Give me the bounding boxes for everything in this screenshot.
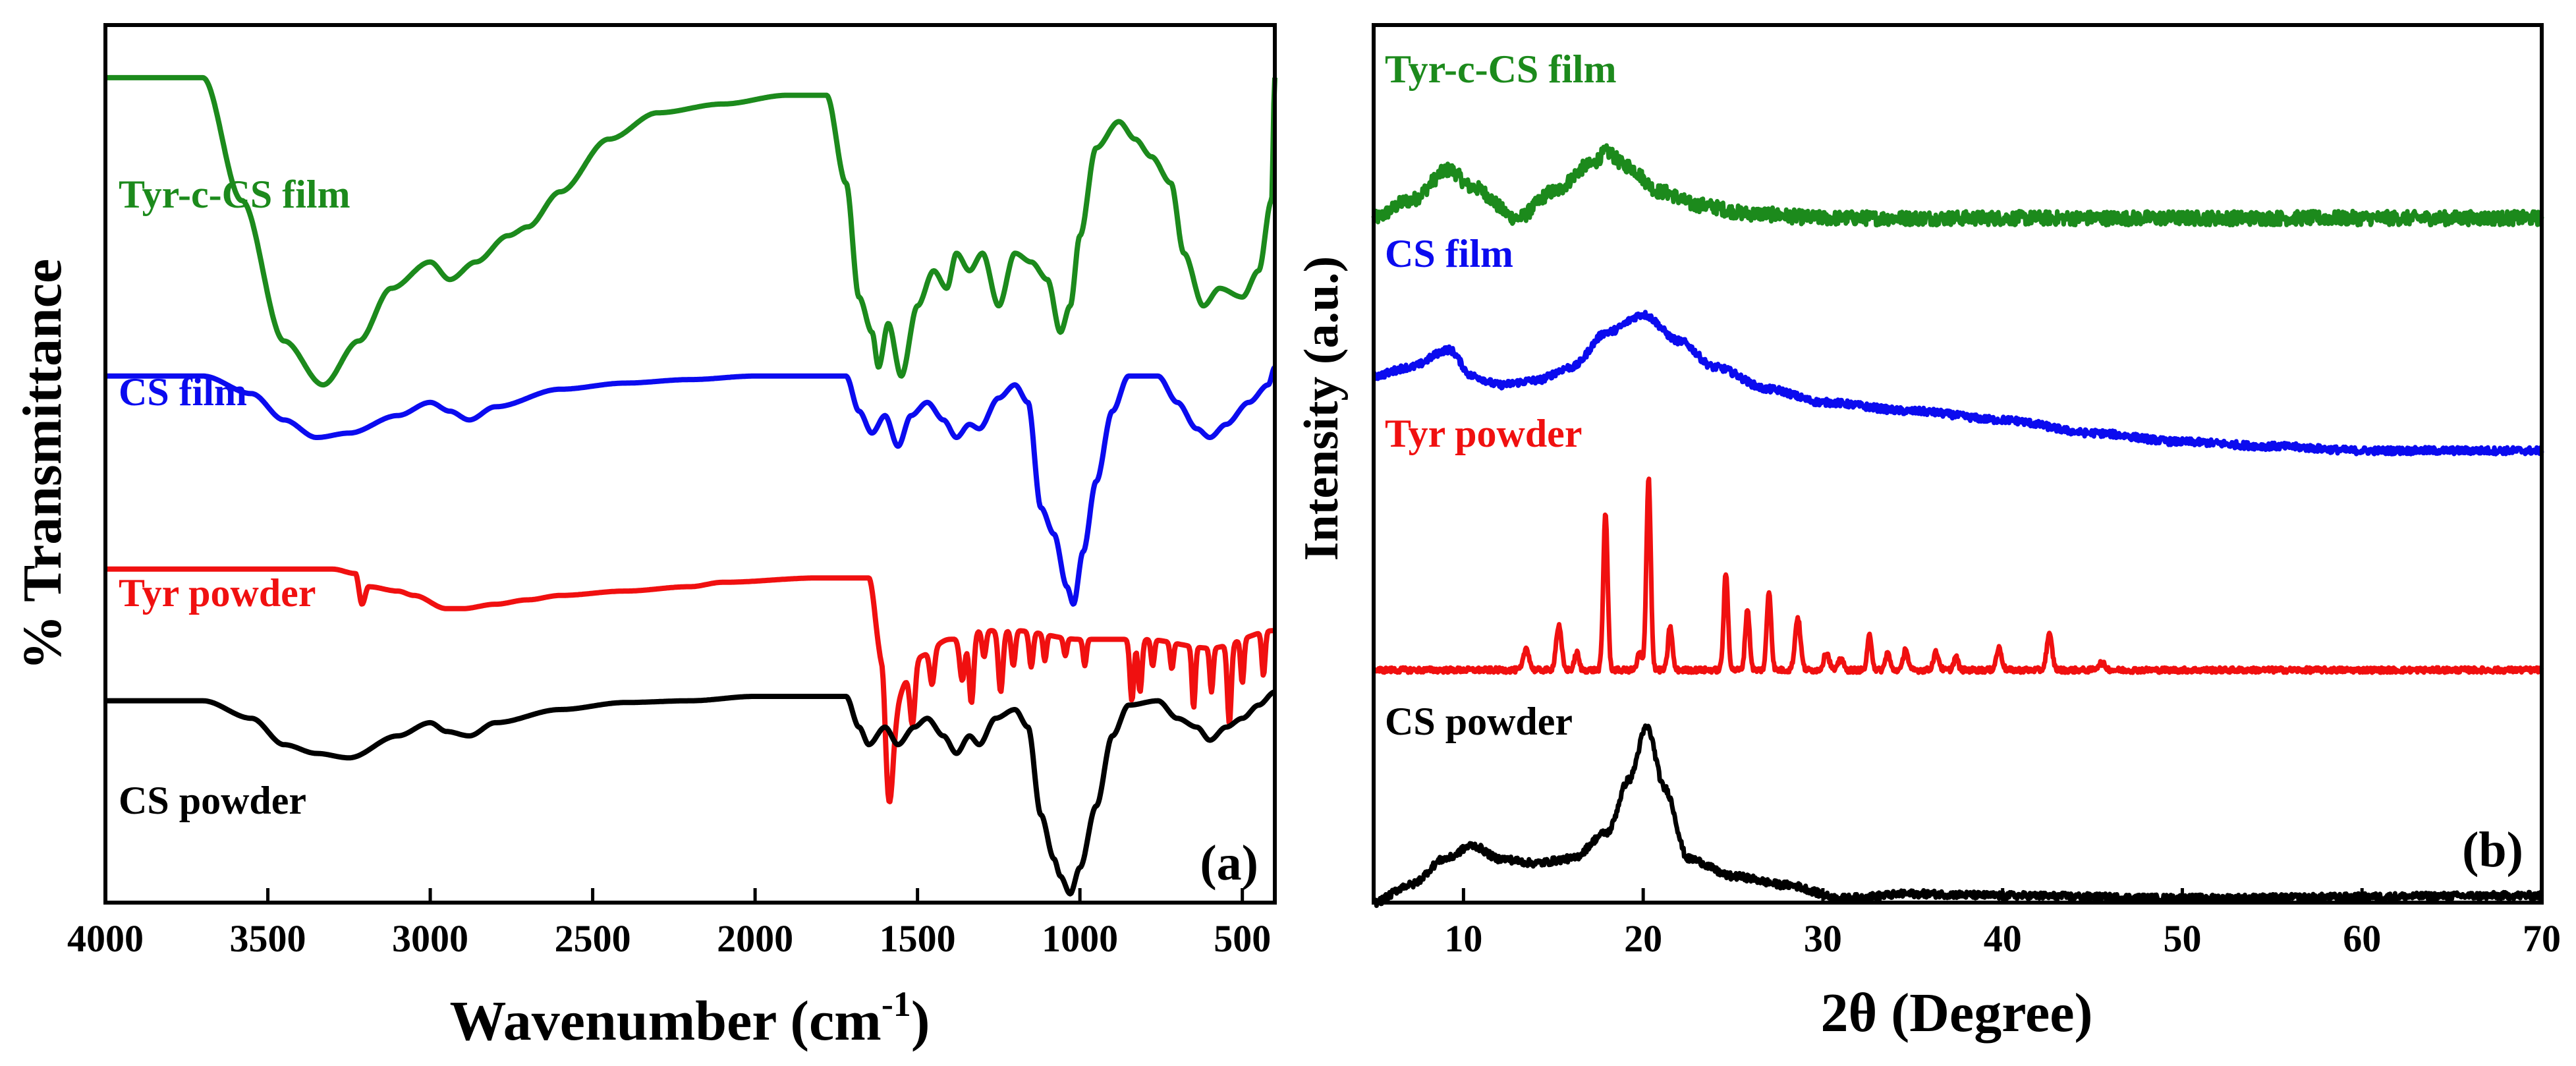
panel-a-label-cs-powder: CS powder <box>119 779 306 822</box>
panel-a-ftir: 4000 3500 3000 2500 2000 1500 1000 500 Tyr-c-CS… <box>12 23 1277 1052</box>
panel-b-label-cs-powder: CS powder <box>1385 700 1573 743</box>
panel-a-frame <box>103 23 1277 905</box>
panel-b-label-tyr-c-cs-film: Tyr-c-CS film <box>1385 47 1617 91</box>
panel-b-xrd: 10 20 30 40 50 60 70 Tyr-c-CS film CS film Tyr… <box>1295 23 2561 1044</box>
panel-a-x-axis-title: Wavenumber (cm-1) <box>450 984 930 1052</box>
panel-a-series-cs-film <box>103 365 1277 607</box>
panel-a-y-axis-title: % Transmittance <box>12 259 73 671</box>
panel-a-series-tyr-c-cs-film <box>103 74 1277 388</box>
panel-a-x-tick-label: 4000 <box>67 917 144 960</box>
panel-a-x-tick-label: 3500 <box>230 917 306 960</box>
panel-b-x-tick-label: 50 <box>2163 917 2201 960</box>
panel-a-x-tick-label: 1500 <box>880 917 956 960</box>
panel-a-x-ticks: 4000 3500 3000 2500 2000 1500 1000 500 <box>67 888 1271 960</box>
panel-a-x-axis-title-end: ) <box>911 989 930 1052</box>
panel-b-label-cs-film: CS film <box>1385 232 1513 275</box>
panel-b-series-cs-film <box>1372 310 2544 457</box>
panel-a-label-tyr-powder: Tyr powder <box>119 571 316 615</box>
panel-a-label-cs-film: CS film <box>119 370 247 414</box>
panel-b-series-tyr-c-cs-film <box>1371 143 2544 228</box>
panel-b-x-tick-label: 20 <box>1624 917 1662 960</box>
panel-b-x-tick-label: 70 <box>2523 917 2561 960</box>
panel-a-x-tick-label: 2000 <box>717 917 793 960</box>
panel-a-series-group <box>103 74 1277 897</box>
panel-b-x-axis-title: 2θ (Degree) <box>1820 982 2092 1044</box>
panel-b-frame <box>1372 23 2544 905</box>
panel-a-x-tick-label: 2500 <box>555 917 631 960</box>
panel-b-label-tyr-powder: Tyr powder <box>1385 412 1582 455</box>
panel-b-y-axis-title: Intensity (a.u.) <box>1295 256 1349 561</box>
panel-b-x-tick-label: 40 <box>1984 917 2022 960</box>
panel-a-x-axis-title-main: Wavenumber (cm <box>450 989 882 1052</box>
panel-a-x-tick-label: 500 <box>1214 917 1271 960</box>
panel-b-x-tick-label: 10 <box>1444 917 1482 960</box>
panel-b-x-tick-label: 30 <box>1804 917 1842 960</box>
panel-b-series-group <box>1371 143 2544 909</box>
panel-b-x-tick-label: 60 <box>2343 917 2381 960</box>
panel-a-label-tyr-c-cs-film: Tyr-c-CS film <box>119 173 350 216</box>
panel-b-series-tyr-powder <box>1371 476 2544 675</box>
panel-a-series-cs-powder <box>103 689 1277 897</box>
panel-a-series-tyr-powder <box>103 566 1277 804</box>
panel-a-tag: (a) <box>1200 835 1258 891</box>
panel-b-x-ticks: 10 20 30 40 50 60 70 <box>1444 888 2561 960</box>
panel-a-x-axis-title-sup: -1 <box>882 984 911 1024</box>
panel-a-x-tick-label: 3000 <box>392 917 468 960</box>
panel-b-tag: (b) <box>2462 822 2523 878</box>
panel-b-series-cs-powder <box>1372 723 2544 909</box>
panel-a-x-tick-label: 1000 <box>1042 917 1118 960</box>
